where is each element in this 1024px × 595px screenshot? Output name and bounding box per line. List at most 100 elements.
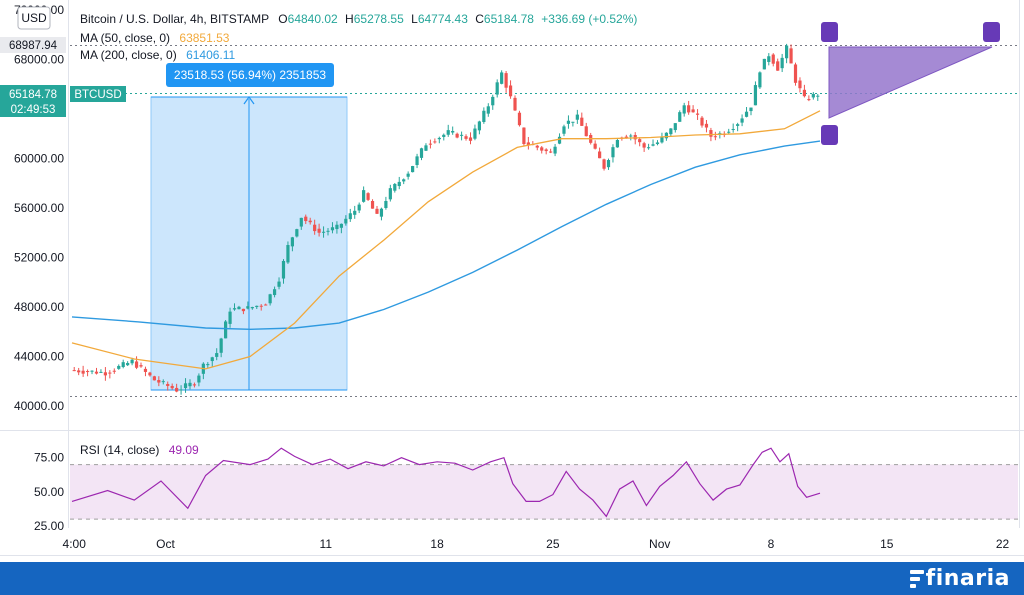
currency-badge[interactable]: USD [17, 6, 51, 30]
candle [758, 71, 762, 89]
candle [259, 304, 263, 311]
time-tick-label: 18 [430, 537, 444, 551]
candle [330, 222, 335, 234]
candle [393, 182, 397, 193]
candle [602, 158, 606, 171]
brand-logo-text: finaria [925, 566, 1010, 591]
candle [700, 115, 704, 128]
candle [740, 114, 744, 127]
candle [642, 141, 646, 152]
candle [402, 178, 406, 185]
ma200-line [71, 140, 821, 331]
candle [780, 53, 784, 73]
candle [112, 368, 116, 374]
candle [811, 92, 815, 100]
candle [357, 202, 361, 214]
candle [424, 143, 428, 151]
candle [482, 107, 486, 124]
candle [188, 379, 192, 390]
triangle-drawing[interactable] [821, 22, 1000, 145]
candles [72, 43, 820, 395]
candle [433, 138, 437, 144]
candle [428, 139, 433, 149]
candle [517, 110, 522, 127]
candle [468, 132, 473, 145]
triangle-handle-right[interactable] [983, 22, 1000, 42]
measure-label-box [166, 63, 334, 87]
countdown-label: 02:49:53 [11, 104, 56, 116]
candle [495, 79, 499, 98]
candle [317, 223, 321, 237]
price-tick-label: 60000.00 [14, 152, 64, 166]
candle [638, 137, 642, 147]
change-value: +336.69 (+0.52%) [541, 12, 638, 26]
triangle-shape [828, 46, 993, 119]
rsi-band [70, 464, 1018, 520]
candle [313, 219, 317, 235]
candle [522, 127, 526, 146]
candle [228, 307, 232, 328]
price-tick-label: 68000.00 [14, 53, 64, 67]
candle [535, 144, 539, 151]
candle [695, 109, 700, 120]
time-axis[interactable]: 4:00 Oct 11 18 25 Nov 8 15 22 [63, 537, 1010, 551]
ma50-legend-value: 63851.53 [179, 31, 230, 45]
ma50-legend[interactable]: MA (50, close, 0) 63851.53 [80, 31, 229, 45]
candle [366, 192, 370, 202]
candle [419, 147, 424, 161]
candle [553, 144, 557, 157]
candle [442, 133, 446, 141]
candle [473, 124, 477, 141]
time-tick-label: Nov [649, 537, 670, 551]
symbol-badge-label: BTCUSD [74, 89, 121, 101]
candle [727, 128, 731, 134]
candle [388, 184, 392, 202]
finaria-logo-icon [910, 570, 924, 588]
rsi-legend-label: RSI (14, close) [80, 443, 160, 457]
rsi-tick-label: 75.00 [34, 451, 64, 465]
low-value: 64774.43 [417, 12, 468, 26]
candle [197, 373, 201, 387]
candle [455, 132, 459, 139]
ma50-legend-label: MA (50, close, 0) [80, 31, 171, 45]
candle [678, 110, 682, 122]
price-axis[interactable]: 72000.0068000.0060000.0056000.0052000.00… [14, 3, 64, 413]
candle [651, 139, 655, 147]
candle [277, 277, 281, 290]
candle [183, 378, 188, 393]
candle [762, 58, 766, 70]
candle [246, 301, 250, 310]
candle [179, 385, 183, 395]
open-label: O [278, 12, 288, 26]
candle [793, 62, 798, 86]
candle [713, 131, 717, 141]
measure-label: 23518.53 (56.94%) 2351853 [174, 68, 326, 82]
rsi-line [71, 447, 821, 518]
candle [397, 176, 401, 190]
candle [170, 383, 174, 390]
candle [348, 208, 352, 222]
candle [362, 186, 366, 203]
symbol-title[interactable]: Bitcoin / U.S. Dollar, 4h, BITSTAMP [80, 12, 269, 26]
candle [94, 367, 99, 375]
candle [370, 199, 375, 209]
candle [566, 115, 571, 129]
candle [673, 123, 677, 133]
candle [143, 366, 148, 377]
rsi-legend[interactable]: RSI (14, close) 49.09 [80, 443, 199, 457]
triangle-handle-top[interactable] [821, 22, 838, 42]
price-tick-label: 56000.00 [14, 201, 64, 215]
candle [802, 84, 807, 98]
candle [508, 80, 513, 99]
candle [192, 382, 197, 388]
candle [776, 58, 780, 71]
measure-tool[interactable]: 23518.53 (56.94%) 2351853 [150, 63, 348, 391]
last-price-label: 65184.78 [9, 89, 57, 101]
candle [321, 226, 326, 238]
triangle-handle-bottom[interactable] [821, 125, 838, 145]
price-chart[interactable]: 23518.53 (56.94%) 2351853 72000.0068000.… [0, 0, 1024, 562]
candle [704, 120, 709, 133]
candle [629, 133, 633, 141]
candle [299, 217, 303, 230]
ma200-legend[interactable]: MA (200, close, 0) 61406.11 [80, 48, 235, 62]
